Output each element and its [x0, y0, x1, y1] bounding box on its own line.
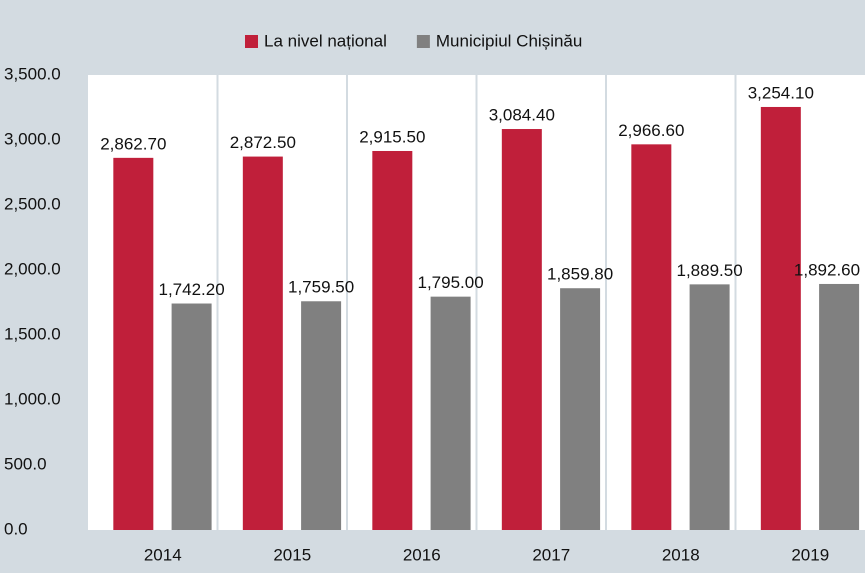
y-tick-label: 0.0	[4, 519, 28, 538]
value-label: 2,966.60	[618, 121, 684, 140]
x-tick-label: 2017	[532, 545, 570, 564]
y-tick-label: 1,000.0	[4, 389, 61, 408]
y-tick-label: 3,000.0	[4, 129, 61, 148]
bar	[372, 150, 413, 531]
y-tick-label: 2,500.0	[4, 194, 61, 213]
y-tick-label: 3,500.0	[4, 64, 61, 83]
x-tick-label: 2019	[791, 545, 829, 564]
x-tick-label: 2016	[403, 545, 441, 564]
legend-label: La nivel național	[264, 31, 387, 50]
value-label: 3,254.10	[748, 83, 814, 102]
bar	[430, 296, 471, 530]
value-label: 1,742.20	[159, 280, 225, 299]
x-tick-label: 2015	[273, 545, 311, 564]
y-tick-label: 1,500.0	[4, 324, 61, 343]
value-label: 1,892.60	[794, 260, 860, 279]
value-label: 2,862.70	[100, 134, 166, 153]
bar	[171, 303, 212, 530]
value-label: 1,795.00	[418, 273, 484, 292]
legend-swatch	[245, 35, 258, 48]
bar	[689, 284, 730, 530]
bar	[819, 283, 860, 530]
y-tick-label: 500.0	[4, 454, 47, 473]
bar	[760, 106, 801, 530]
bar	[501, 129, 542, 530]
value-label: 1,759.50	[288, 278, 354, 297]
bar	[301, 301, 342, 530]
bar	[560, 288, 601, 530]
legend-label: Municipiul Chișinău	[436, 31, 582, 50]
bar	[113, 157, 154, 530]
value-label: 2,915.50	[359, 127, 425, 146]
x-tick-label: 2014	[144, 545, 182, 564]
x-tick-label: 2018	[662, 545, 700, 564]
value-label: 1,889.50	[677, 261, 743, 280]
value-label: 3,084.40	[489, 106, 555, 125]
y-tick-label: 2,000.0	[4, 259, 61, 278]
value-label: 1,859.80	[547, 265, 613, 284]
value-label: 2,872.50	[230, 133, 296, 152]
bar	[242, 156, 283, 530]
bar	[631, 144, 672, 531]
legend-swatch	[416, 35, 430, 48]
